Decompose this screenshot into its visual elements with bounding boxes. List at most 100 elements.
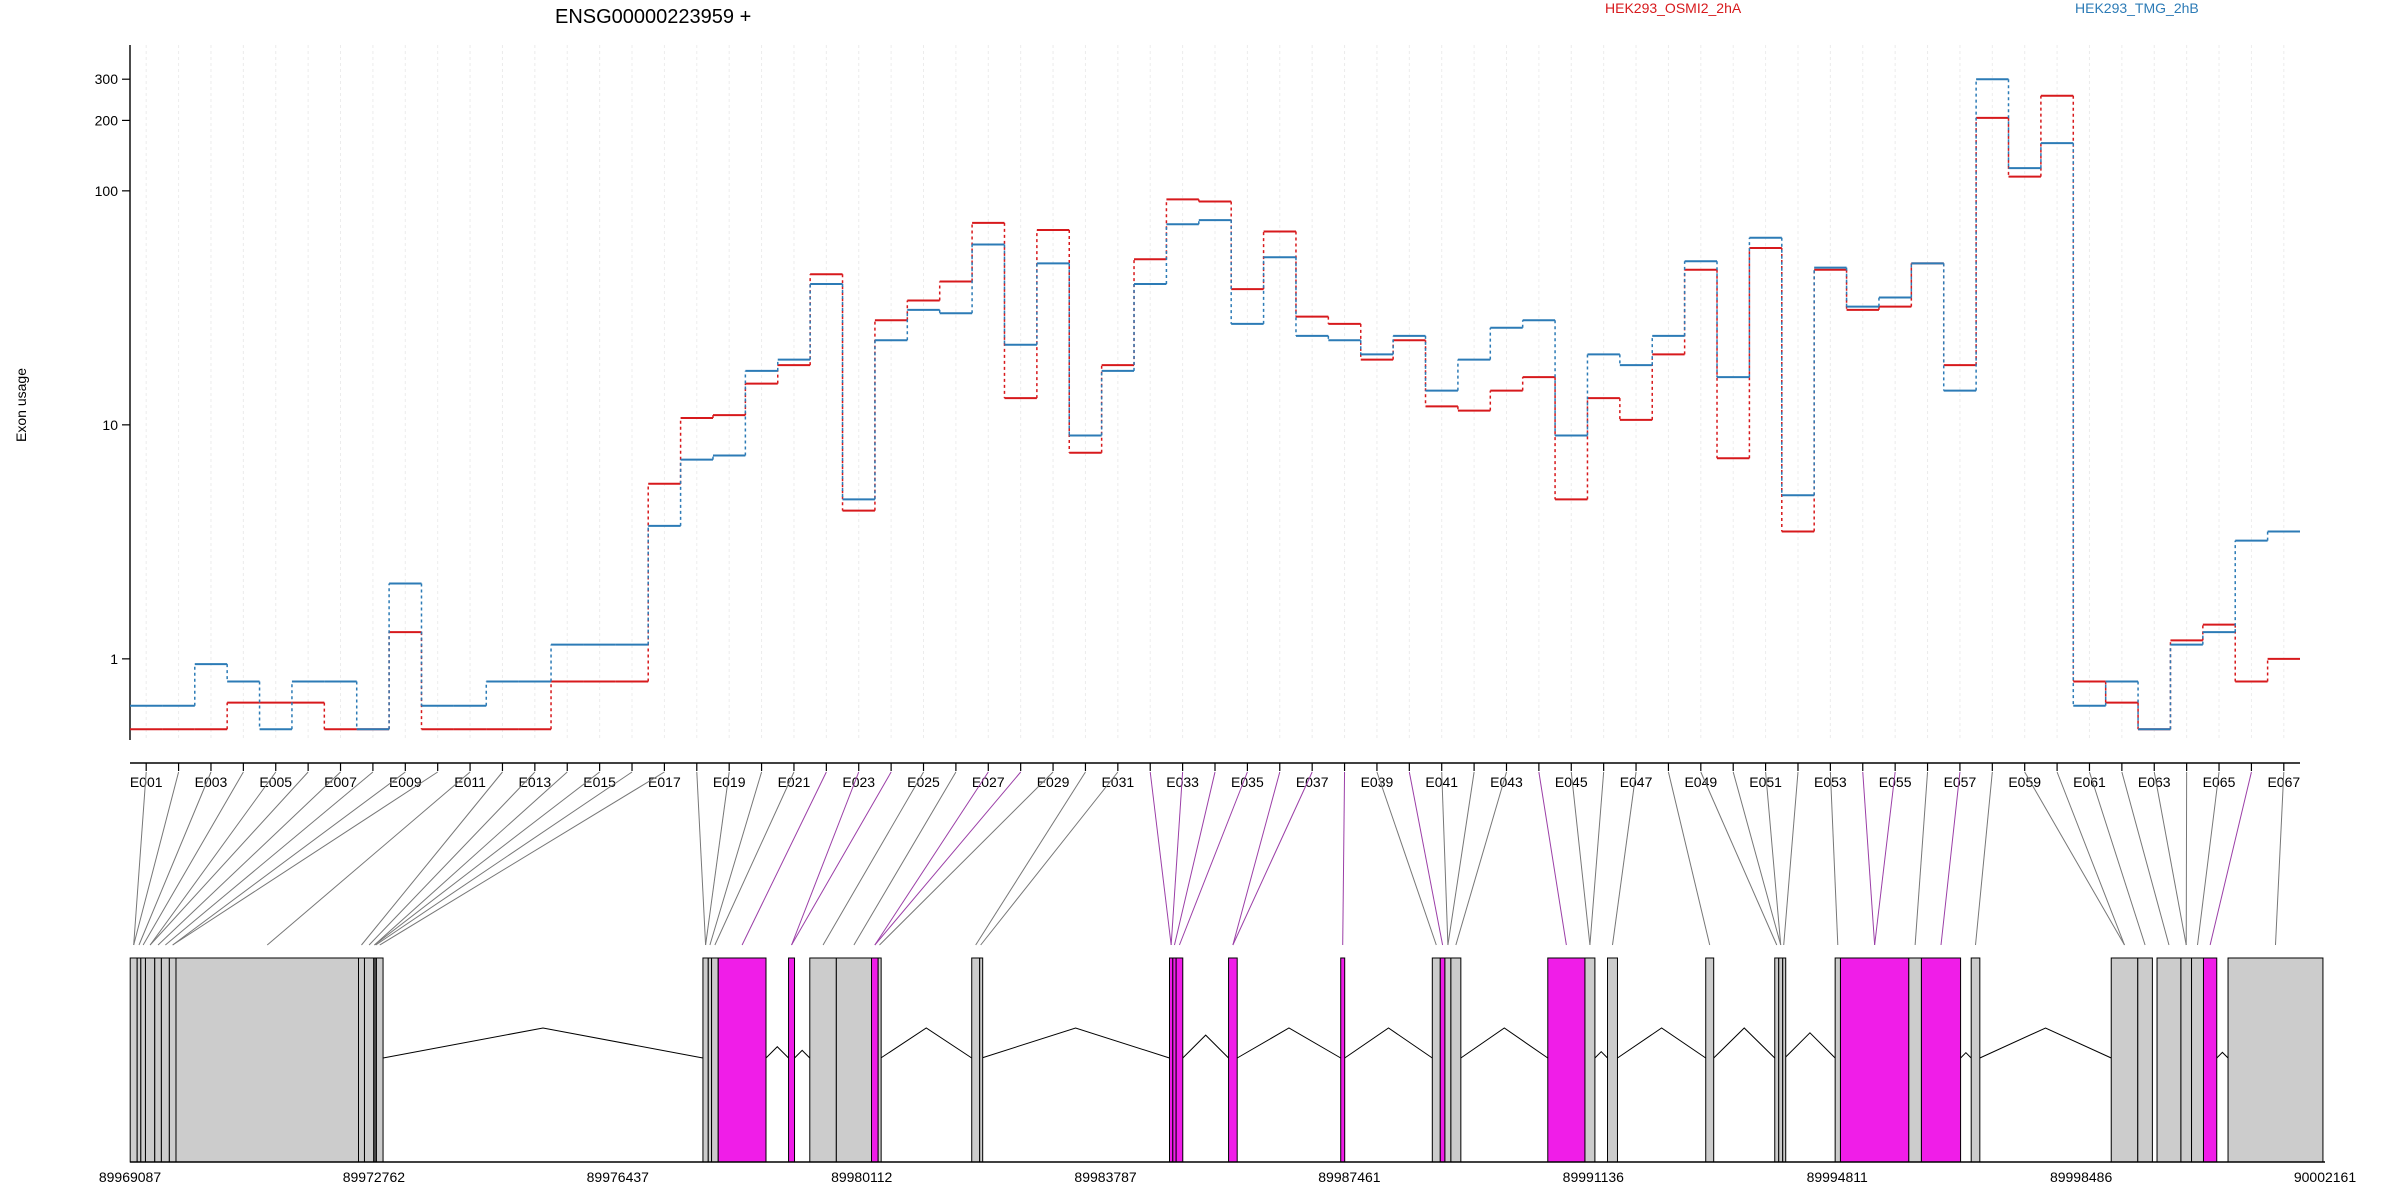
x-tick-label: E037 bbox=[1296, 774, 1329, 790]
exon-box bbox=[2137, 957, 2153, 1163]
exon-box bbox=[979, 957, 984, 1163]
exon-connector bbox=[1342, 771, 1346, 946]
x-tick-label: E065 bbox=[2203, 774, 2236, 790]
genomic-tick-label: 90002161 bbox=[2294, 1169, 2357, 1185]
exon-connector bbox=[374, 771, 568, 946]
chart-title: ENSG00000223959 + bbox=[555, 6, 751, 28]
intron-line bbox=[1784, 1032, 1836, 1059]
exon-connector bbox=[374, 771, 600, 946]
legend-entry-osmi2: HEK293_OSMI2_2hA bbox=[1605, 0, 1742, 16]
exon-connector bbox=[2274, 771, 2285, 946]
intron-line bbox=[1617, 1027, 1707, 1059]
exon-box bbox=[1778, 957, 1784, 1163]
x-tick-label: E033 bbox=[1166, 774, 1199, 790]
x-tick-label: E031 bbox=[1101, 774, 1134, 790]
intron-line bbox=[765, 1046, 789, 1059]
exon-box bbox=[1834, 957, 1841, 1163]
genomic-tick-label: 89976437 bbox=[587, 1169, 650, 1185]
x-tick-label: E063 bbox=[2138, 774, 2171, 790]
legend-entry-tmg: HEK293_TMG_2hB bbox=[2075, 0, 2199, 16]
exon-connector bbox=[709, 771, 763, 946]
y-tick-label: 1 bbox=[110, 651, 118, 667]
exon-box bbox=[877, 957, 882, 1163]
exon-box bbox=[168, 957, 177, 1163]
genomic-tick-label: 89998486 bbox=[2050, 1169, 2113, 1185]
intron-line bbox=[1713, 1027, 1776, 1059]
exon-box bbox=[1547, 957, 1586, 1163]
exon-box bbox=[1705, 957, 1715, 1163]
y-tick-label: 100 bbox=[95, 183, 119, 199]
exon-connector bbox=[368, 771, 536, 946]
x-tick-label: E057 bbox=[1944, 774, 1977, 790]
genomic-tick-label: 89991136 bbox=[1563, 1169, 1624, 1185]
exon-connector bbox=[975, 771, 1086, 946]
y-tick-label: 10 bbox=[102, 417, 118, 433]
exon-box bbox=[160, 957, 170, 1163]
x-tick-label: E003 bbox=[195, 774, 228, 790]
exon-connector bbox=[138, 771, 212, 946]
exon-box bbox=[835, 957, 873, 1163]
exon-box bbox=[375, 957, 384, 1163]
exon-box bbox=[711, 957, 719, 1163]
exon-connector bbox=[822, 771, 924, 946]
exon-connector bbox=[2024, 771, 2125, 946]
exon-connector bbox=[1170, 771, 1184, 946]
genomic-tick-label: 89987461 bbox=[1318, 1169, 1381, 1185]
x-tick-label: E051 bbox=[1749, 774, 1782, 790]
exon-connector bbox=[879, 771, 1054, 946]
x-tick-label: E045 bbox=[1555, 774, 1588, 790]
exon-connector bbox=[791, 771, 892, 946]
exon-box bbox=[129, 957, 138, 1163]
exon-connector bbox=[133, 771, 147, 946]
exon-box bbox=[1774, 957, 1780, 1163]
exon-connector bbox=[874, 771, 989, 946]
exon-connector bbox=[266, 771, 471, 946]
exon-connector bbox=[1765, 771, 1782, 946]
exon-connector bbox=[1874, 771, 1896, 946]
intron-line bbox=[981, 1027, 1170, 1059]
genomic-tick-label: 89983787 bbox=[1074, 1169, 1137, 1185]
exon-connector bbox=[1447, 771, 1475, 946]
x-tick-label: E067 bbox=[2267, 774, 2300, 790]
exon-connector bbox=[2153, 771, 2187, 946]
exon-connector bbox=[2089, 771, 2146, 946]
exon-box bbox=[154, 957, 162, 1163]
intron-line bbox=[1460, 1027, 1549, 1059]
exon-connector bbox=[1732, 771, 1782, 946]
y-tick-label: 300 bbox=[95, 71, 119, 87]
x-tick-label: E043 bbox=[1490, 774, 1523, 790]
x-tick-label: E049 bbox=[1684, 774, 1717, 790]
exon-box bbox=[871, 957, 879, 1163]
intron-line bbox=[1236, 1027, 1341, 1059]
exon-connector bbox=[1178, 771, 1248, 946]
genomic-tick-label: 89972762 bbox=[343, 1169, 406, 1185]
exon-box bbox=[971, 957, 981, 1163]
exon-connector bbox=[157, 771, 341, 946]
exon-connector bbox=[696, 771, 707, 946]
exon-connector bbox=[1232, 771, 1313, 946]
x-tick-label: E001 bbox=[130, 774, 163, 790]
exon-box bbox=[1920, 957, 1962, 1163]
exon-box bbox=[2191, 957, 2204, 1163]
x-tick-label: E023 bbox=[842, 774, 875, 790]
exon-connector bbox=[1408, 771, 1444, 946]
x-tick-label: E029 bbox=[1037, 774, 1070, 790]
x-tick-label: E061 bbox=[2073, 774, 2106, 790]
exon-connector bbox=[1376, 771, 1437, 946]
exon-box bbox=[1340, 957, 1346, 1163]
intron-line bbox=[1979, 1027, 2112, 1059]
intron-line bbox=[1960, 1051, 1972, 1059]
exon-connector bbox=[1862, 771, 1876, 946]
exon-connector bbox=[2197, 771, 2220, 946]
exon-connector bbox=[705, 771, 730, 946]
exon-connector bbox=[1455, 771, 1507, 946]
exon-connector bbox=[1149, 771, 1172, 946]
x-tick-label: E039 bbox=[1361, 774, 1394, 790]
exon-connector bbox=[2121, 771, 2170, 946]
intron-line bbox=[1594, 1050, 1608, 1059]
exon-connector bbox=[133, 771, 180, 946]
exon-box bbox=[1175, 957, 1184, 1163]
exon-box bbox=[2110, 957, 2139, 1163]
x-tick-label: E015 bbox=[583, 774, 616, 790]
exon-connector bbox=[1783, 771, 1799, 946]
